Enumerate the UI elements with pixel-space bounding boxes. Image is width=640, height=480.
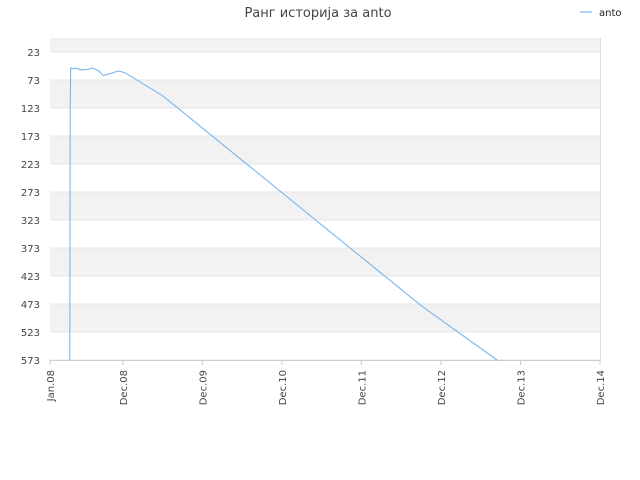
series-layer: [69, 67, 498, 361]
legend-label-anto: anto: [599, 8, 622, 19]
plot-band: [50, 52, 600, 80]
y-tick-label: 223: [21, 160, 40, 171]
plot-band: [50, 220, 600, 248]
plot-band: [50, 276, 600, 304]
plot-band: [50, 164, 600, 192]
y-tick-label: 373: [21, 244, 40, 255]
x-tick-label: Dec.12: [437, 370, 448, 405]
plot-band: [50, 192, 600, 220]
x-tick-label: Dec.10: [278, 370, 289, 405]
x-tick-label: Dec.14: [596, 370, 607, 405]
legend[interactable]: anto: [580, 8, 622, 19]
plot-band: [50, 108, 600, 136]
series-line-anto: [69, 67, 498, 361]
x-tick-label: Dec.09: [198, 370, 209, 405]
x-tick-label: Dec.11: [357, 370, 368, 405]
plot-band: [50, 136, 600, 164]
chart-title: Ранг историја за anto: [244, 6, 391, 21]
x-tick-label: Dec.08: [119, 370, 130, 405]
x-axis-ticks: Jan.08 Dec.08 Dec.09 Dec.10 Dec.11 Dec.12 Dec.…: [46, 360, 607, 405]
y-tick-label: 573: [21, 356, 40, 367]
plot-band: [50, 80, 600, 108]
y-axis-ticks: 23 73 123 173 223 273 323 373 423 473 523 573: [21, 48, 40, 367]
x-tick-label: Dec.13: [517, 370, 528, 405]
plot-band: [50, 248, 600, 276]
plot-band: [50, 304, 600, 332]
y-tick-label: 423: [21, 272, 40, 283]
y-tick-label: 273: [21, 188, 40, 199]
y-tick-label: 23: [27, 48, 40, 59]
y-tick-label: 73: [27, 76, 40, 87]
y-tick-label: 173: [21, 132, 40, 143]
plot-background-bands: [50, 38, 600, 361]
x-tick-label: Jan.08: [46, 370, 57, 402]
y-tick-label: 123: [21, 104, 40, 115]
y-tick-label: 323: [21, 216, 40, 227]
y-tick-label: 473: [21, 300, 40, 311]
y-tick-label: 523: [21, 328, 40, 339]
plot-band: [50, 38, 600, 52]
plot-band: [50, 332, 600, 360]
